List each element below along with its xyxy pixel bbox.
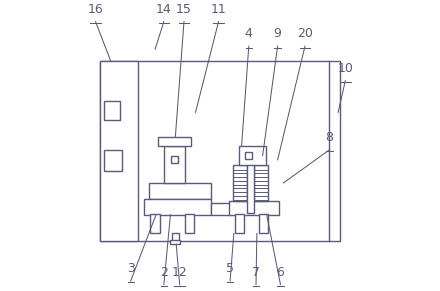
Bar	[158, 137, 191, 146]
Bar	[150, 183, 211, 199]
Bar	[172, 233, 179, 241]
Text: 11: 11	[211, 3, 227, 16]
Bar	[170, 240, 180, 244]
Bar	[229, 201, 279, 215]
Bar	[164, 146, 185, 183]
Bar	[143, 198, 211, 215]
Text: 14: 14	[156, 3, 172, 16]
Text: 8: 8	[326, 131, 334, 144]
Bar	[254, 165, 268, 201]
Text: 3: 3	[127, 262, 135, 275]
Bar	[100, 61, 340, 241]
Bar	[104, 101, 120, 120]
Text: 7: 7	[252, 266, 260, 279]
Bar	[246, 159, 254, 213]
Bar	[185, 214, 194, 233]
Text: 6: 6	[277, 266, 284, 279]
Bar	[239, 146, 266, 165]
Bar	[171, 156, 178, 163]
Bar	[245, 152, 252, 159]
Text: 16: 16	[88, 3, 103, 16]
Text: 9: 9	[274, 27, 282, 40]
Text: 12: 12	[172, 266, 187, 279]
Text: 10: 10	[337, 62, 353, 75]
Bar	[104, 150, 122, 171]
Bar	[259, 214, 268, 233]
Text: 4: 4	[245, 27, 253, 40]
Text: 5: 5	[226, 262, 234, 275]
Text: 2: 2	[160, 266, 168, 279]
Bar	[235, 214, 245, 233]
Bar	[233, 165, 247, 201]
Text: 15: 15	[176, 3, 192, 16]
Bar	[150, 214, 160, 233]
Text: 20: 20	[297, 27, 313, 40]
Bar	[100, 61, 138, 241]
Bar	[211, 203, 231, 215]
